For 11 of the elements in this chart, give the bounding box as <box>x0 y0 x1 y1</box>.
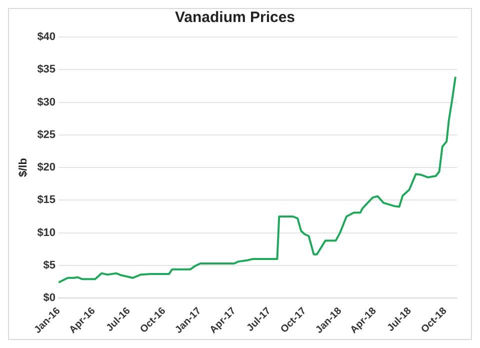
y-tick-label: $15 <box>37 194 56 206</box>
y-axis-title: $/lb <box>18 158 30 178</box>
y-tick-label: $5 <box>43 260 56 272</box>
chart-title: Vanadium Prices <box>174 9 296 26</box>
y-tick-label: $35 <box>37 64 56 76</box>
y-tick-label: $20 <box>37 162 56 174</box>
y-tick-label: $30 <box>37 96 56 108</box>
y-tick-label: $40 <box>37 31 56 44</box>
y-tick-label: $10 <box>37 226 56 239</box>
y-tick-label: $25 <box>37 128 56 141</box>
y-tick-label: $0 <box>43 292 56 304</box>
